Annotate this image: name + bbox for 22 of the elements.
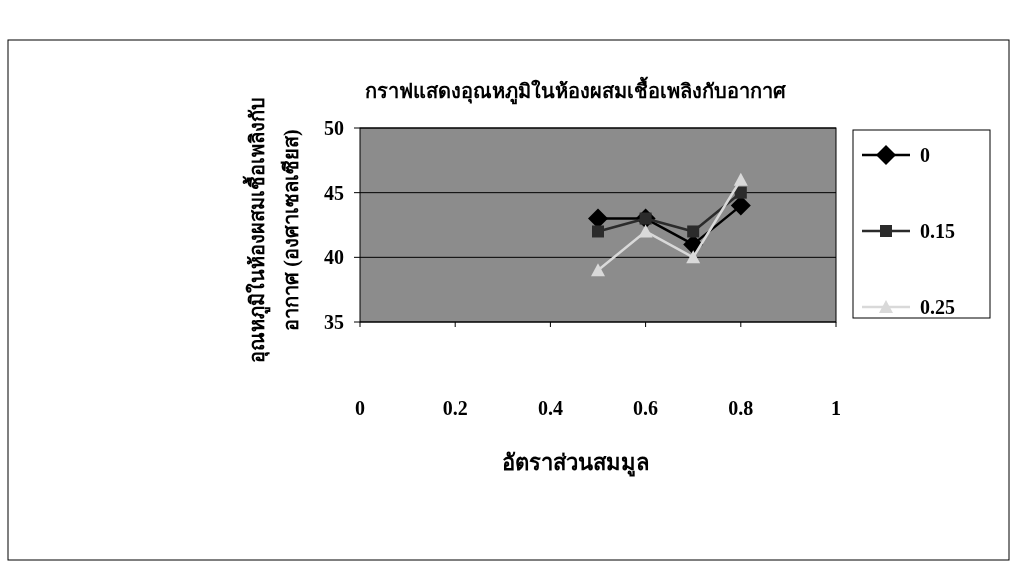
point [734, 186, 747, 199]
xlabel: อัตราส่วนสมมูล [501, 450, 649, 475]
y-tick-label: 40 [324, 246, 344, 269]
point [687, 225, 700, 238]
x-tick-label: 0.8 [728, 397, 754, 419]
x-tick-label: 1 [831, 397, 841, 419]
point [638, 224, 653, 238]
legend-label: 0.15 [920, 220, 955, 242]
point [686, 250, 701, 264]
x-tick-label: 0 [355, 397, 365, 419]
x-tick-label: 0.2 [442, 397, 468, 419]
point [733, 172, 748, 186]
y-axis-title: อุณหภูมิในห้องผสมเชื้อเพลิงกับอากาศ (องศาเซลเซียส) [241, 96, 303, 365]
x-tick-label: 0.6 [633, 397, 659, 419]
legend-label: 0.25 [920, 296, 955, 318]
y-tick-label: 50 [324, 117, 344, 139]
y-tick-label: 35 [324, 311, 344, 333]
legend-label: 0 [920, 144, 930, 166]
x-tick-label: 0.4 [537, 397, 563, 419]
point [591, 263, 605, 277]
point [592, 225, 604, 238]
y-tick-label: 45 [324, 181, 344, 204]
